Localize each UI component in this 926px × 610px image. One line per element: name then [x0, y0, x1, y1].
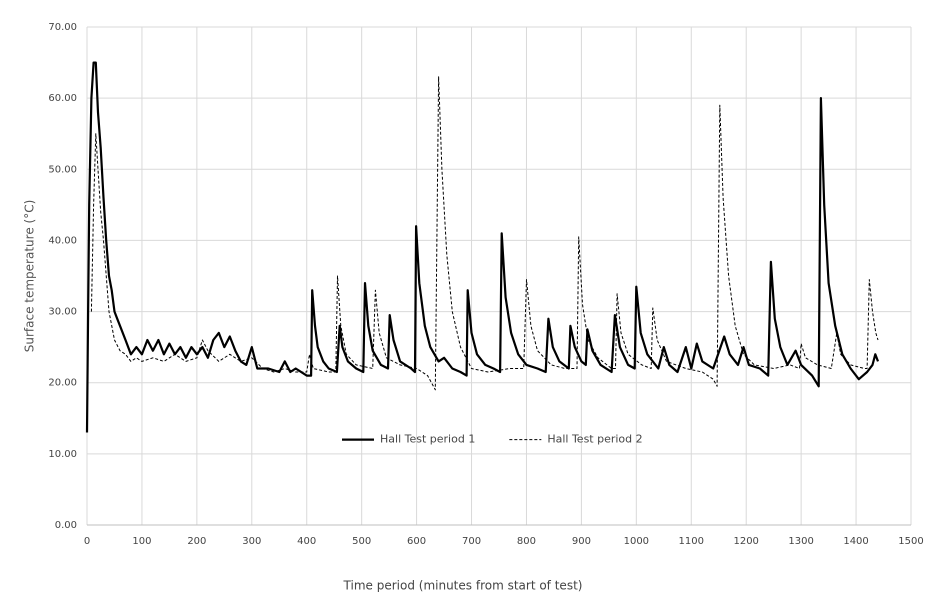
x-tick-label: 1500 — [898, 536, 923, 547]
x-tick-label: 700 — [462, 536, 481, 547]
x-tick-label: 200 — [187, 536, 206, 547]
x-tick-label: 800 — [517, 536, 536, 547]
y-tick-label: 30.00 — [48, 307, 77, 318]
x-tick-label: 600 — [407, 536, 426, 547]
legend-label: Hall Test period 1 — [380, 433, 475, 446]
x-tick-label: 1400 — [843, 536, 868, 547]
y-axis-label: Surface temperature (°C) — [23, 200, 37, 353]
x-tick-label: 1100 — [679, 536, 704, 547]
x-axis-label: Time period (minutes from start of test) — [343, 579, 583, 593]
series-line — [90, 76, 879, 391]
y-tick-label: 0.00 — [55, 520, 77, 531]
x-tick-label: 400 — [297, 536, 316, 547]
x-tick-label: 100 — [132, 536, 151, 547]
x-tick-label: 300 — [242, 536, 261, 547]
legend-label: Hall Test period 2 — [547, 433, 642, 446]
x-tick-label: 0 — [84, 536, 90, 547]
y-tick-label: 70.00 — [48, 22, 77, 33]
series-line — [85, 61, 880, 433]
y-tick-label: 10.00 — [48, 449, 77, 460]
y-tick-label: 40.00 — [48, 235, 77, 246]
x-tick-label: 900 — [572, 536, 591, 547]
y-tick-label: 50.00 — [48, 164, 77, 175]
y-tick-label: 20.00 — [48, 378, 77, 389]
x-tick-label: 500 — [352, 536, 371, 547]
x-tick-label: 1300 — [788, 536, 813, 547]
x-tick-label: 1000 — [624, 536, 649, 547]
x-tick-label: 1200 — [733, 536, 758, 547]
y-tick-label: 60.00 — [48, 93, 77, 104]
